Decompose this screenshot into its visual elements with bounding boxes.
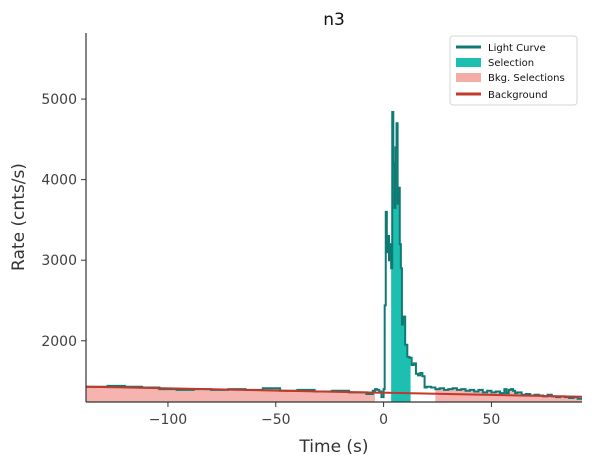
x-axis-label: Time (s) bbox=[298, 437, 368, 457]
background-line bbox=[86, 385, 582, 398]
y-tick-label: 4000 bbox=[41, 173, 77, 189]
y-axis-label: Rate (cnts/s) bbox=[9, 163, 29, 271]
legend-swatch-bkg-selections bbox=[456, 73, 481, 82]
light-curve-line bbox=[86, 110, 582, 400]
y-tick-label: 2000 bbox=[41, 334, 77, 350]
legend-label-bkg-selections: Bkg. Selections bbox=[488, 73, 565, 84]
legend-label-selection: Selection bbox=[488, 58, 534, 69]
legend: Light Curve Selection Bkg. Selections Ba… bbox=[449, 35, 578, 106]
axes: −100 −50 0 50 2000 3000 4000 5000 bbox=[41, 33, 582, 428]
y-tick-label: 5000 bbox=[41, 92, 77, 108]
y-tick-label: 3000 bbox=[41, 253, 77, 269]
legend-label-light-curve: Light Curve bbox=[488, 43, 546, 54]
x-tick-label: −50 bbox=[261, 412, 291, 428]
plot-area bbox=[86, 110, 582, 402]
chart-title: n3 bbox=[323, 10, 345, 30]
x-tick-label: 50 bbox=[483, 412, 501, 428]
x-tick-label: −100 bbox=[149, 412, 187, 428]
legend-swatch-selection bbox=[456, 58, 481, 67]
legend-frame bbox=[449, 35, 578, 106]
x-tick-label: 0 bbox=[379, 412, 388, 428]
legend-label-background: Background bbox=[488, 90, 548, 101]
